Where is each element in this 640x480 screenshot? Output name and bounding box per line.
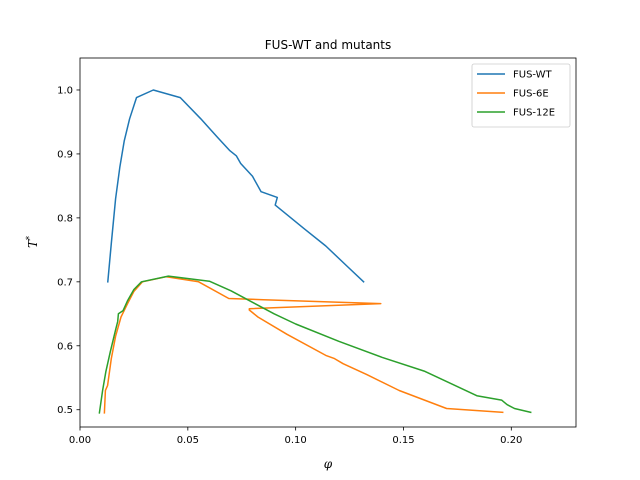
- x-tick-label: 0.05: [177, 435, 199, 446]
- y-axis: 0.5 0.6 0.7 0.8 0.9 1.0: [57, 85, 80, 416]
- y-tick-label: 1.0: [57, 85, 73, 96]
- x-tick-label: 0.20: [500, 435, 522, 446]
- plot-lines: [98, 89, 532, 414]
- x-axis-label: φ: [324, 457, 333, 471]
- y-axis-label-main: T: [26, 239, 40, 248]
- series-line-fus-12e: [98, 275, 532, 414]
- series-line-fus-6e: [103, 275, 504, 414]
- y-axis-label-superscript: *: [25, 236, 34, 240]
- legend-label-fus-wt: FUS-WT: [513, 70, 553, 81]
- plot-area-frame: [79, 57, 577, 428]
- y-tick-label: 0.9: [57, 149, 73, 160]
- y-tick-label: 0.7: [57, 277, 73, 288]
- svg-text:T*: T*: [25, 236, 40, 248]
- y-tick-label: 0.5: [57, 405, 73, 416]
- legend-label-fus-6e: FUS-6E: [513, 89, 549, 100]
- series-line-fus-wt: [106, 89, 365, 283]
- y-axis-label: T*: [25, 236, 40, 248]
- y-tick-label: 0.6: [57, 341, 73, 352]
- chart-title: FUS-WT and mutants: [265, 38, 391, 52]
- x-axis: 0.00 0.05 0.10 0.15 0.20: [69, 427, 522, 446]
- x-tick-label: 0.15: [392, 435, 414, 446]
- x-tick-label: 0.10: [285, 435, 307, 446]
- y-tick-label: 0.8: [57, 213, 73, 224]
- legend-label-fus-12e: FUS-12E: [513, 108, 555, 119]
- legend: FUS-WT FUS-6E FUS-12E: [471, 63, 571, 128]
- x-tick-label: 0.00: [69, 435, 91, 446]
